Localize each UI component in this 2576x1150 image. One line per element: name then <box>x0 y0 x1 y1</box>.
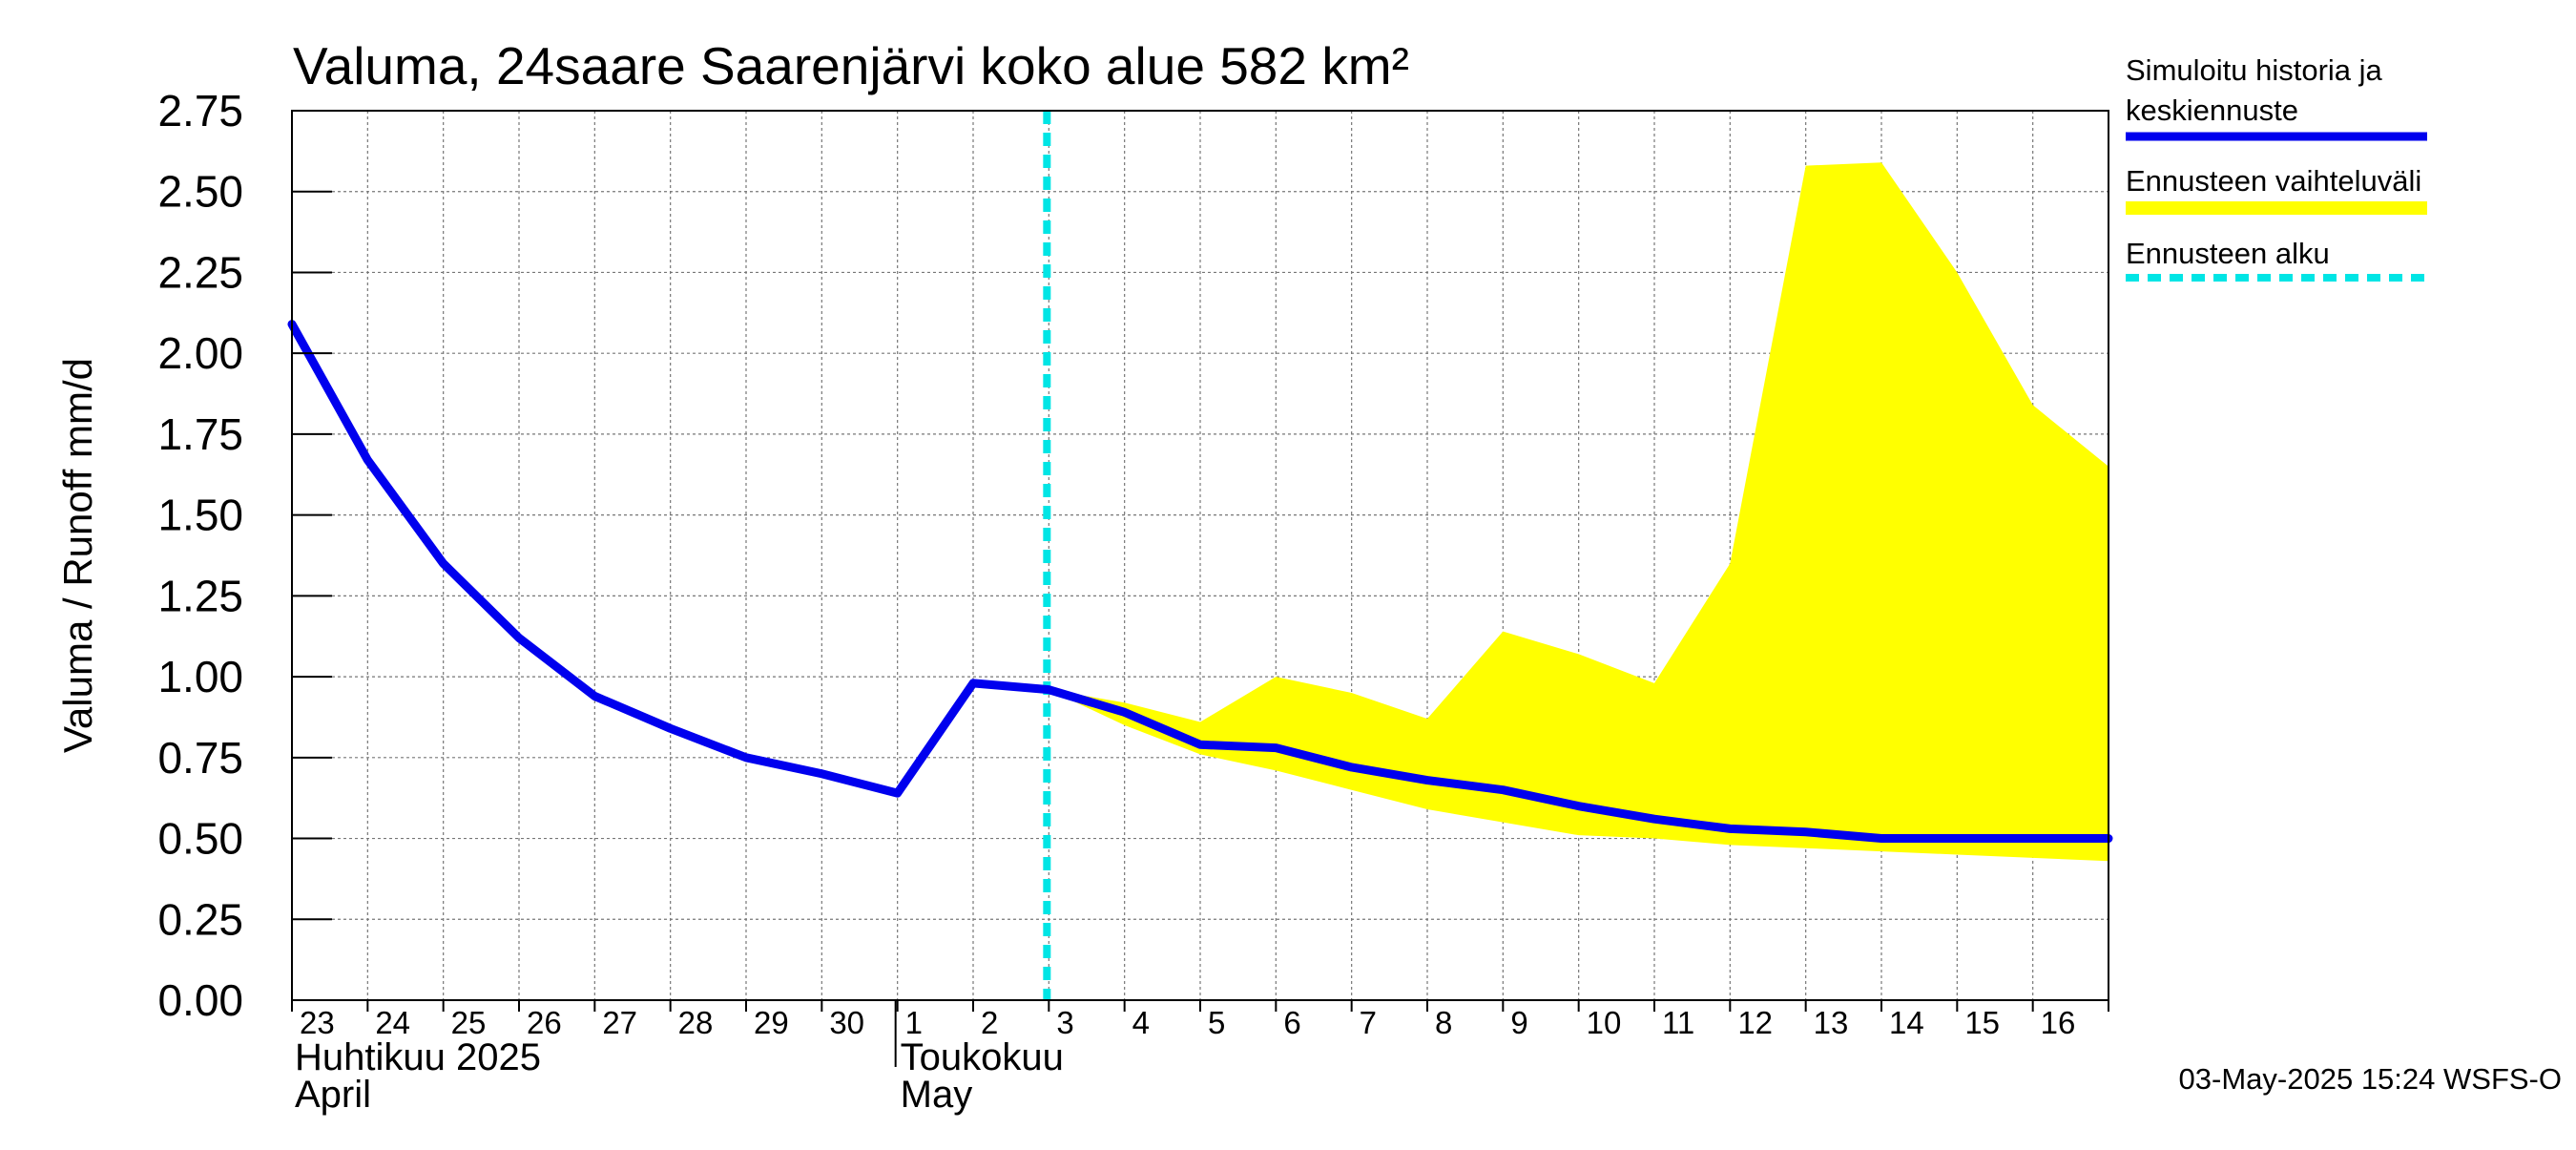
x-tick-label: 2 <box>981 1005 998 1040</box>
x-tick-label: 12 <box>1737 1005 1773 1040</box>
y-tick-label: 0.50 <box>157 814 243 864</box>
x-tick-label: 26 <box>527 1005 562 1040</box>
y-tick-label: 1.25 <box>157 571 243 620</box>
x-axis-ticks: 23 24 25 26 27 28 29 30 1 2 3 4 5 6 7 8 9 10 11 12 13 14 15 16 <box>291 1000 2109 1040</box>
x-tick-label: 6 <box>1283 1005 1300 1040</box>
x-tick-label: 13 <box>1814 1005 1849 1040</box>
simulated-history-line <box>287 320 2113 844</box>
month-label-en: May <box>901 1074 973 1116</box>
month-label-en: April <box>295 1074 371 1116</box>
y-axis-ticks: 0.00 0.25 0.50 0.75 1.00 1.25 1.50 1.75 2.00 2.25… <box>157 86 332 1025</box>
y-tick-label: 0.00 <box>157 975 243 1025</box>
x-tick-label: 7 <box>1360 1005 1377 1040</box>
x-tick-label: 5 <box>1208 1005 1225 1040</box>
y-tick-label: 2.00 <box>157 328 243 378</box>
y-axis-label: Valuma / Runoff mm/d <box>55 358 100 753</box>
y-tick-label: 1.50 <box>157 491 243 540</box>
plot-area: 0.00 0.25 0.50 0.75 1.00 1.25 1.50 1.75 2.00 2.25… <box>157 86 2113 1040</box>
legend: Simuloitu historia ja keskiennuste Ennus… <box>2126 53 2427 282</box>
x-tick-label: 3 <box>1056 1005 1073 1040</box>
legend-label-forecast-start: Ennusteen alku <box>2126 237 2330 270</box>
x-tick-label: 14 <box>1889 1005 1924 1040</box>
x-tick-label: 25 <box>451 1005 487 1040</box>
month-label: Huhtikuu 2025 <box>295 1036 541 1078</box>
x-tick-label: 24 <box>375 1005 410 1040</box>
y-tick-label: 2.25 <box>157 247 243 297</box>
forecast-range-band <box>1049 162 2109 862</box>
x-tick-label: 16 <box>2041 1005 2076 1040</box>
x-tick-label: 28 <box>678 1005 714 1040</box>
y-tick-label: 1.75 <box>157 409 243 459</box>
x-tick-label: 30 <box>829 1005 864 1040</box>
legend-label-history-1: Simuloitu historia ja <box>2126 53 2383 87</box>
y-tick-label: 2.50 <box>157 167 243 217</box>
x-tick-label: 29 <box>754 1005 789 1040</box>
x-tick-label: 27 <box>602 1005 637 1040</box>
x-tick-label: 10 <box>1587 1005 1622 1040</box>
x-tick-label: 11 <box>1662 1005 1694 1040</box>
x-tick-label: 15 <box>1964 1005 2000 1040</box>
x-tick-label: 4 <box>1132 1005 1150 1040</box>
timestamp: 03-May-2025 15:24 WSFS-O <box>2179 1062 2562 1096</box>
y-tick-label: 2.75 <box>157 86 243 136</box>
x-tick-label: 9 <box>1510 1005 1527 1040</box>
x-tick-label: 1 <box>905 1005 923 1040</box>
y-tick-label: 1.00 <box>157 652 243 701</box>
month-label: Toukokuu <box>901 1036 1064 1078</box>
x-tick-label: 8 <box>1435 1005 1452 1040</box>
legend-label-history-2: keskiennuste <box>2126 94 2298 127</box>
chart-title: Valuma, 24saare Saarenjärvi koko alue 58… <box>293 36 1409 95</box>
y-tick-label: 0.25 <box>157 894 243 944</box>
y-tick-label: 0.75 <box>157 733 243 783</box>
legend-label-range: Ennusteen vaihteluväli <box>2126 164 2421 198</box>
x-tick-label: 23 <box>300 1005 335 1040</box>
